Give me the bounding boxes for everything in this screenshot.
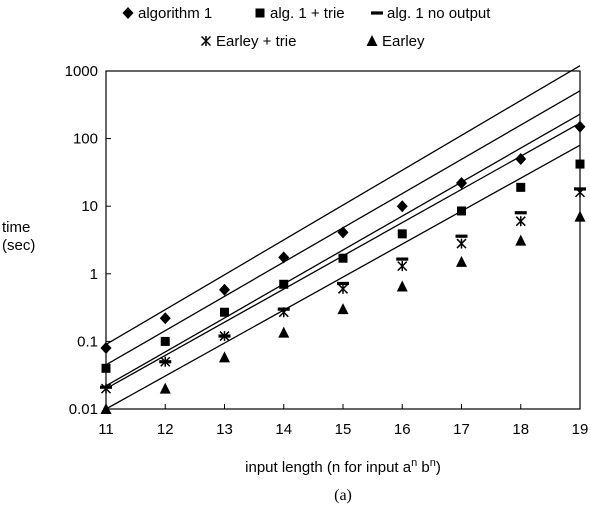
data-point-square	[397, 229, 407, 239]
data-point-asterisk	[160, 356, 171, 367]
x-tick-label: 12	[157, 421, 174, 438]
data-point-asterisk	[515, 216, 526, 227]
data-point-asterisk	[337, 283, 349, 294]
data-point-square	[279, 279, 289, 289]
legend-label: algorithm 1	[138, 5, 212, 22]
x-tick-label: 13	[216, 421, 233, 438]
legend-label: Earley	[382, 33, 425, 50]
x-tick-label: 18	[512, 421, 529, 438]
y-tick-label: 10	[81, 198, 98, 215]
x-axis-label-end: )	[436, 459, 441, 476]
data-point-square	[516, 182, 526, 192]
data-point-dash	[455, 234, 468, 238]
data-point-triangle	[278, 326, 290, 338]
x-tick-label: 14	[275, 421, 292, 438]
legend-label: alg. 1 no output	[387, 5, 491, 22]
data-point-triangle	[396, 280, 408, 292]
data-point-diamond	[396, 200, 408, 213]
data-point-asterisk	[219, 331, 230, 342]
data-point-asterisk	[100, 383, 112, 394]
trend-line-5	[105, 144, 581, 410]
data-point-diamond	[456, 177, 467, 190]
trend-line-3	[105, 113, 581, 387]
x-tick-label: 15	[335, 421, 352, 438]
legend-marker-asterisk	[200, 35, 212, 47]
legend-item: Earley + trie	[200, 33, 296, 50]
data-point-square	[457, 206, 466, 216]
data-point-square	[575, 159, 585, 169]
legend-item: alg. 1 + trie	[255, 5, 345, 22]
legend-item: Earley	[366, 33, 425, 50]
y-tick-label: 1000	[65, 63, 98, 80]
x-tick-label: 11	[98, 421, 114, 438]
y-tick-label: 100	[73, 131, 98, 148]
figure-caption: (a)	[334, 487, 352, 504]
y-axis-label-line-2: (sec)	[2, 237, 35, 254]
data-point-diamond	[515, 152, 527, 165]
legend-label: alg. 1 + trie	[270, 5, 345, 22]
data-point-square	[160, 336, 170, 346]
data-point-asterisk	[456, 238, 467, 249]
data-point-dash	[396, 257, 409, 261]
data-point-diamond	[337, 226, 349, 239]
data-point-triangle	[456, 255, 467, 267]
data-point-diamond	[100, 341, 112, 354]
x-axis-label-sup-1: n	[411, 457, 417, 469]
data-point-triangle	[337, 303, 349, 315]
data-point-diamond	[278, 251, 290, 264]
y-tick-label: 0.1	[77, 333, 98, 350]
data-point-dash	[337, 281, 349, 286]
data-point-diamond	[219, 283, 230, 296]
data-point-diamond	[159, 312, 171, 325]
legend-marker-dash	[371, 11, 383, 15]
data-point-square	[101, 363, 111, 373]
data-point-triangle	[515, 234, 527, 246]
legend-marker-diamond	[122, 7, 134, 19]
legend-label: Earley + trie	[216, 33, 296, 50]
y-tick-label: 0.01	[69, 401, 98, 418]
y-axis: 0.01 0.1 1 10 100 1000	[65, 63, 111, 418]
data-point-dash	[514, 211, 527, 215]
y-tick-label: 1	[90, 266, 98, 283]
x-axis-label-mid: b	[417, 459, 430, 476]
legend-item: algorithm 1	[122, 5, 212, 22]
x-tick-label: 16	[394, 421, 411, 438]
x-axis-label: input length (n for input an bn)	[245, 457, 441, 476]
data-point-asterisk	[397, 261, 408, 272]
data-point-diamond	[574, 120, 586, 133]
data-point-triangle	[159, 382, 171, 394]
data-point-asterisk	[574, 187, 586, 198]
legend-marker-square	[255, 8, 265, 18]
x-axis-label-text: input length (n for input a	[245, 459, 412, 476]
x-tick-label: 17	[453, 421, 470, 438]
plot-area-frame	[105, 70, 581, 410]
data-point-triangle	[219, 351, 230, 363]
legend: algorithm 1 alg. 1 + trie alg. 1 no output…	[122, 5, 491, 50]
data-point-triangle	[100, 403, 112, 414]
y-axis-label-line-1: time	[2, 219, 30, 236]
x-tick-label: 19	[572, 421, 589, 438]
trend-line-1	[105, 65, 581, 346]
data-point-square	[220, 307, 229, 317]
legend-item: alg. 1 no output	[371, 5, 491, 22]
data-point-asterisk	[278, 307, 289, 318]
x-axis: 11 12 13 14 15 16 17 18 19	[98, 404, 588, 438]
x-axis-label-sup-2: n	[430, 457, 436, 469]
data-markers	[100, 120, 586, 414]
legend-marker-triangle	[366, 35, 378, 46]
data-point-square	[338, 253, 348, 263]
data-point-triangle	[574, 210, 586, 222]
